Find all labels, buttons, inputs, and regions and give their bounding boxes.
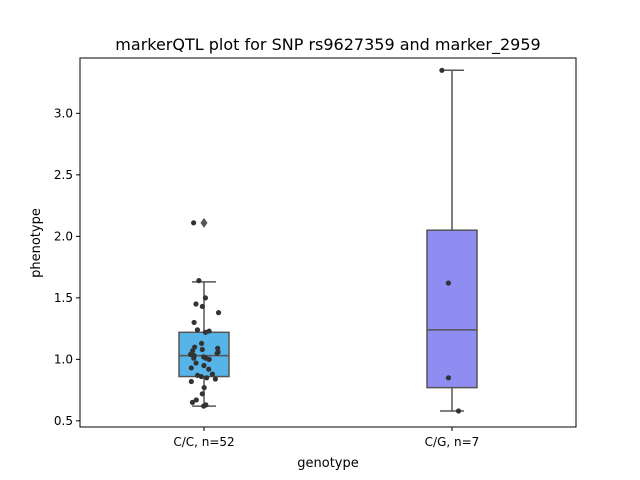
data-point <box>192 344 198 350</box>
data-point <box>202 295 209 301</box>
y-tick-label: 1.5 <box>54 291 73 305</box>
x-axis-label: genotype <box>297 456 358 471</box>
data-point <box>193 301 199 307</box>
y-tick-label: 3.0 <box>54 106 73 120</box>
data-point <box>445 280 452 286</box>
data-point <box>455 408 462 414</box>
data-point <box>206 366 212 372</box>
data-point <box>215 310 222 316</box>
box-group <box>178 217 230 409</box>
y-tick-label: 2.5 <box>54 168 73 182</box>
data-point <box>191 220 197 226</box>
chart-title: markerQTL plot for SNP rs9627359 and mar… <box>115 35 540 55</box>
y-tick-label: 1.0 <box>54 352 73 366</box>
data-point <box>189 399 196 405</box>
data-point <box>209 371 216 377</box>
data-point <box>199 346 205 353</box>
data-point <box>199 303 205 310</box>
data-point <box>215 345 221 351</box>
plot-frame <box>79 57 577 428</box>
data-point <box>445 375 452 381</box>
data-point <box>201 354 207 360</box>
data-point <box>188 378 194 385</box>
x-axis: C/C, n=52 C/G, n=7 <box>173 427 479 449</box>
data-point <box>198 340 205 346</box>
data-point <box>196 278 202 284</box>
y-axis: 0.5 1.0 1.5 2.0 2.5 3.0 <box>54 106 80 428</box>
data-point <box>439 67 445 73</box>
data-point <box>204 375 210 381</box>
data-point <box>194 372 201 378</box>
data-point <box>203 402 209 408</box>
data-point <box>188 365 194 371</box>
data-point <box>193 397 199 403</box>
data-point <box>212 376 218 382</box>
data-point <box>199 391 205 397</box>
boxes-layer <box>178 67 478 414</box>
data-point <box>191 319 197 326</box>
data-point <box>201 362 207 369</box>
outlier-marker <box>200 217 208 228</box>
box-iqr <box>426 229 478 389</box>
x-tick-label: C/C, n=52 <box>173 435 234 449</box>
data-point <box>206 328 212 334</box>
data-point <box>201 385 207 391</box>
y-tick-label: 0.5 <box>54 414 73 428</box>
data-point <box>193 360 199 366</box>
data-point <box>194 327 201 333</box>
y-axis-label: phenotype <box>29 208 44 278</box>
box-group <box>426 67 478 414</box>
y-tick-label: 2.0 <box>54 229 73 243</box>
x-tick-label: C/G, n=7 <box>425 435 480 449</box>
